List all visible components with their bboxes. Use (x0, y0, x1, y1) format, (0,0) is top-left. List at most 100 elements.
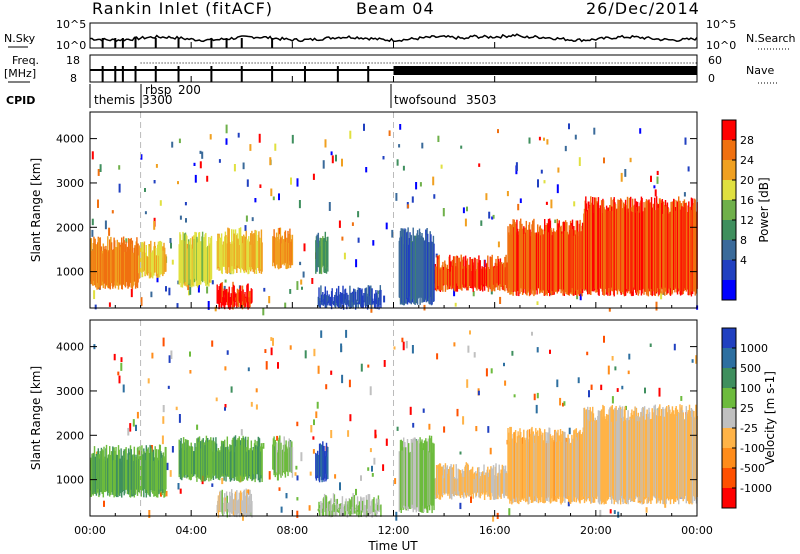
scatter-echo (419, 182, 422, 187)
echo-column (228, 286, 230, 303)
scatter-echo (278, 487, 281, 491)
scatter-echo (177, 181, 179, 185)
scatter-echo (531, 331, 533, 336)
scatter-echo (466, 206, 468, 212)
scatter-echo (179, 488, 182, 494)
scatter-echo (155, 164, 158, 168)
echo-column (433, 243, 435, 302)
scatter-echo (656, 176, 659, 184)
scatter-echo (691, 359, 694, 363)
scatter-echo (360, 475, 362, 481)
scatter-echo (125, 238, 128, 243)
scatter-echo (242, 514, 244, 521)
scatter-echo (315, 411, 318, 419)
echo-column (229, 495, 232, 513)
scatter-echo (175, 406, 178, 411)
scatter-echo (316, 401, 319, 409)
echo-column (221, 489, 223, 514)
scatter-echo (171, 259, 174, 265)
scatter-echo (504, 380, 507, 386)
cpid-mode-rbsp-id: 200 (178, 83, 201, 97)
colorbar-tick-label: 8 (740, 234, 747, 247)
scatter-echo (270, 337, 273, 341)
echo-column (210, 235, 213, 280)
scatter-echo (399, 124, 402, 130)
scatter-echo (624, 169, 627, 177)
scatter-echo (545, 201, 548, 205)
scatter-echo (93, 290, 96, 300)
scatter-echo (492, 214, 495, 219)
colorbar-segment (722, 488, 736, 509)
scatter-echo (436, 353, 439, 360)
scatter-echo (303, 243, 306, 252)
scatter-echo (367, 364, 370, 368)
freq-label-line2: [MHz] (4, 67, 36, 80)
echo-column (346, 508, 349, 518)
scatter-echo (373, 457, 376, 465)
scatter-echo (263, 287, 266, 292)
scatter-echo (295, 465, 298, 470)
scatter-echo (535, 404, 538, 414)
scatter-echo (586, 351, 589, 356)
scatter-echo (224, 404, 227, 408)
scatter-echo (621, 385, 624, 390)
scatter-echo (214, 306, 217, 312)
power-data-layer (90, 112, 699, 316)
echo-column (341, 496, 344, 516)
scatter-echo (168, 355, 171, 363)
scatter-echo (401, 337, 404, 343)
scatter-echo (341, 158, 343, 167)
scatter-echo (330, 430, 333, 439)
echo-column (372, 300, 375, 303)
scatter-echo (369, 448, 372, 453)
scatter-echo (432, 176, 435, 186)
scatter-echo (113, 353, 116, 361)
scatter-echo (497, 129, 499, 134)
scatter-echo (528, 137, 531, 144)
scatter-echo (462, 207, 465, 214)
scatter-echo (549, 349, 551, 354)
scatter-echo (194, 174, 197, 183)
scatter-echo (272, 337, 274, 346)
scatter-echo (590, 384, 593, 390)
scatter-echo (97, 199, 99, 208)
scatter-echo (407, 204, 410, 209)
scatter-echo (627, 370, 630, 375)
cpid-mode-themis-id: 3300 (142, 93, 173, 107)
y-tick-label: 3000 (56, 385, 84, 398)
echo-column (328, 294, 330, 306)
scatter-echo (298, 200, 301, 209)
echo-column (353, 288, 355, 305)
scatter-echo (254, 198, 257, 203)
scatter-echo (656, 170, 659, 176)
scatter-echo (296, 475, 299, 481)
scatter-echo (144, 211, 147, 215)
scatter-echo (345, 329, 348, 338)
time-tick-label: 00:00 (681, 524, 713, 537)
noise-trace (90, 33, 698, 48)
scatter-echo (199, 150, 202, 154)
scatter-echo (311, 278, 314, 284)
colorbar-tick-label: 24 (740, 154, 754, 167)
colorbar-tick-label: -1000 (740, 482, 772, 495)
y-tick-label: 1000 (56, 266, 84, 279)
echo-column (374, 298, 376, 309)
colorbar-tick-label: 100 (740, 382, 761, 395)
echo-column (368, 286, 371, 305)
colorbar-frame (721, 327, 737, 509)
scatter-echo (653, 185, 656, 189)
velocity-y-axis-label: Slant Range [km] (29, 366, 43, 470)
echo-column (325, 496, 328, 511)
scatter-echo (625, 405, 627, 411)
velocity-y-axis: 1000 2000 3000 4000 (56, 341, 697, 487)
scatter-echo (136, 411, 139, 419)
echo-column (249, 489, 251, 516)
scatter-echo (341, 236, 344, 241)
scatter-echo (187, 283, 190, 291)
scatter-echo (396, 159, 399, 166)
echo-column (378, 297, 380, 310)
colorbar-segment (722, 260, 736, 281)
scatter-echo (151, 352, 154, 359)
echo-column (251, 501, 253, 518)
scatter-echo (246, 179, 249, 187)
